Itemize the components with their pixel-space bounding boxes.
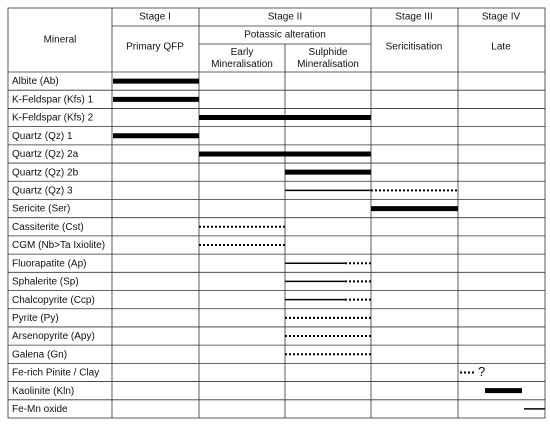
mineral-name: Fe-Mn oxide xyxy=(12,404,68,415)
mineral-name: Sphalerite (Sp) xyxy=(12,277,79,288)
stage-column: Sulphide Mineralisation xyxy=(297,47,359,70)
stage-header: Stage II xyxy=(268,12,302,23)
mineral-name: CGM (Nb>Ta Ixiolite) xyxy=(12,240,105,251)
header-lines xyxy=(111,8,545,418)
stage-subheader: Sericitisation xyxy=(386,42,443,53)
mineral-name: Chalcopyrite (Ccp) xyxy=(12,295,95,306)
mineral-name: Galena (Gn) xyxy=(12,349,67,360)
mineral-name: Fluorapatite (Ap) xyxy=(12,258,86,269)
stage-header: Stage III xyxy=(395,12,432,23)
stage-header: Stage I xyxy=(139,12,171,23)
mineral-name: Quartz (Qz) 3 xyxy=(12,186,73,197)
stage-subheader: Potassic alteration xyxy=(244,30,326,41)
mineral-name: Fe-rich Pinite / Clay xyxy=(12,368,99,379)
stage-column: Early Mineralisation xyxy=(211,47,273,70)
stage-header: Stage IV xyxy=(482,12,521,23)
mineral-name: Pyrite (Py) xyxy=(12,313,59,324)
stage-subheader: Late xyxy=(491,42,511,53)
mineral-name: Sericite (Ser) xyxy=(12,204,70,215)
mineral-name: Albite (Ab) xyxy=(12,76,59,87)
mineral-name: Arsenopyrite (Apy) xyxy=(12,331,95,342)
mineral-name: Cassiterite (Cst) xyxy=(12,222,84,233)
mineral-name: K-Feldspar (Kfs) 2 xyxy=(12,113,94,124)
mineral-name: Quartz (Qz) 2a xyxy=(12,149,79,160)
mineral-name: Quartz (Qz) 2b xyxy=(12,167,79,178)
mineral-name: Kaolinite (Kln) xyxy=(12,386,74,397)
mineral-name: Quartz (Qz) 1 xyxy=(12,131,73,142)
table-border xyxy=(7,7,546,419)
uncertainty-mark: ? xyxy=(478,364,485,379)
stage-subheader: Primary QFP xyxy=(126,42,184,53)
mineral-header: Mineral xyxy=(44,35,77,46)
mineral-name: K-Feldspar (Kfs) 1 xyxy=(12,94,94,105)
